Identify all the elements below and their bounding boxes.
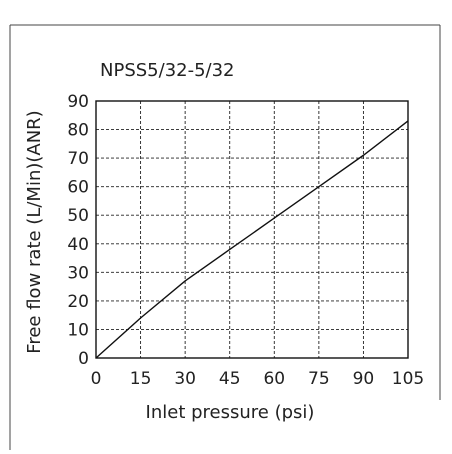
y-tick-label-70: 70 bbox=[67, 149, 89, 169]
y-tick-label-90: 90 bbox=[67, 92, 89, 112]
x-tick-label-105: 105 bbox=[392, 369, 424, 389]
x-tick-label-60: 60 bbox=[263, 369, 285, 389]
y-tick-label-0: 0 bbox=[78, 349, 89, 369]
x-tick-label-75: 75 bbox=[308, 369, 330, 389]
y-axis-label: Free flow rate (L/Min)(ANR) bbox=[24, 110, 45, 353]
series-layer bbox=[95, 120, 409, 359]
y-tick-label-50: 50 bbox=[67, 206, 89, 226]
y-axis-ticks: 0 10 20 30 40 50 60 70 80 90 bbox=[67, 92, 89, 369]
x-axis-ticks: 0 15 30 45 60 75 90 105 bbox=[91, 369, 425, 389]
chart-title: NPSS5/32-5/32 bbox=[100, 60, 235, 81]
x-tick-label-15: 15 bbox=[130, 369, 152, 389]
y-tick-label-60: 60 bbox=[67, 178, 89, 198]
plot-area-border bbox=[95, 100, 409, 359]
series-line-0 bbox=[95, 120, 409, 359]
y-tick-label-80: 80 bbox=[67, 121, 89, 141]
grid bbox=[96, 101, 408, 358]
y-tick-label-30: 30 bbox=[67, 263, 89, 283]
x-axis-label: Inlet pressure (psi) bbox=[146, 402, 315, 423]
x-tick-label-0: 0 bbox=[91, 369, 102, 389]
x-tick-label-30: 30 bbox=[174, 369, 196, 389]
x-tick-label-90: 90 bbox=[353, 369, 375, 389]
y-tick-label-20: 20 bbox=[67, 292, 89, 312]
figure-frame bbox=[9, 24, 441, 450]
y-tick-label-40: 40 bbox=[67, 235, 89, 255]
x-tick-label-45: 45 bbox=[219, 369, 241, 389]
y-tick-label-10: 10 bbox=[67, 320, 89, 340]
